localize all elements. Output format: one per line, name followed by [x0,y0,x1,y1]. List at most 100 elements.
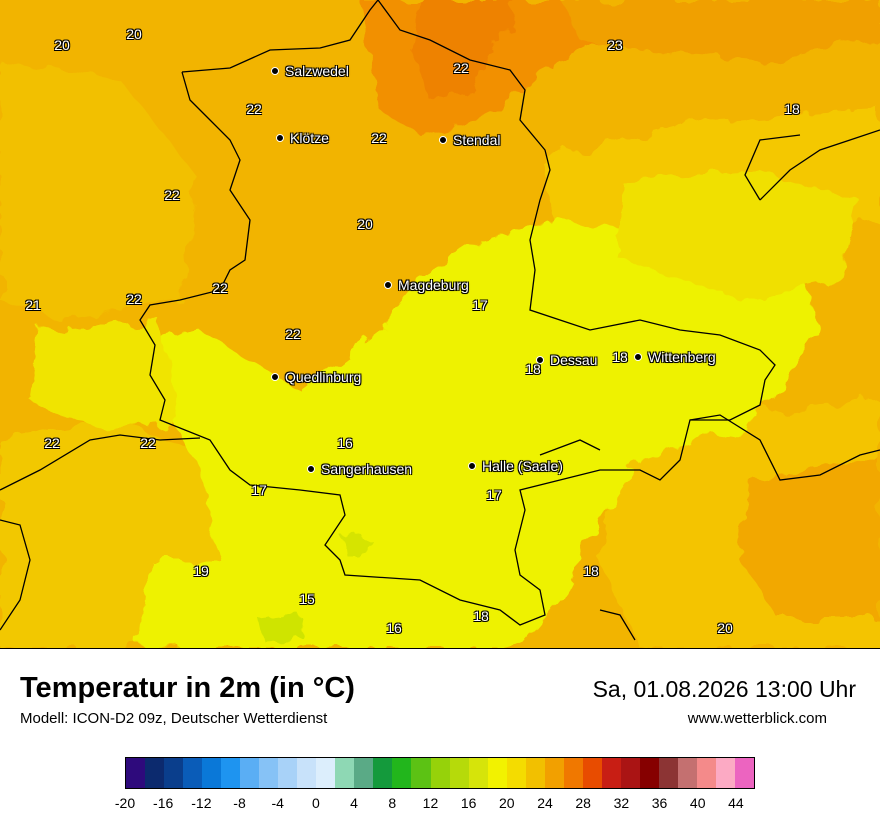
temperature-value: 22 [212,280,228,296]
field-cool-west [30,320,180,430]
legend-swatch [582,758,602,788]
temperature-value: 22 [453,60,469,76]
legend-swatch [735,758,755,788]
temperature-value: 22 [285,326,301,342]
legend-swatch [677,758,697,788]
city-halle: Halle (Saale) [468,458,563,474]
temperature-value: 22 [140,435,156,451]
legend-swatch [449,758,469,788]
legend-tick-label: 20 [499,795,515,811]
temperature-value: 18 [612,349,628,365]
temperature-value: 23 [607,37,623,53]
legend-ticks: -20 -16 -12 -8 -4 0 4 8 12 16 20 24 28 32 36 40 44 [0,795,880,815]
city-label: Quedlinburg [285,369,362,385]
field-west-belt [0,60,200,320]
city-wittenberg: Wittenberg [634,349,716,365]
field-cool-south [140,560,350,648]
border-brandenburg-north [759,129,880,201]
legend-swatch [468,758,488,788]
field-cool-east [620,170,860,300]
city-magdeburg: Magdeburg [384,277,469,293]
legend-swatch [430,758,450,788]
legend-swatch [639,758,659,788]
field-southeast-hot [740,460,880,620]
legend-swatch [696,758,716,788]
city-marker-icon [384,281,392,289]
temperature-value: 17 [472,297,488,313]
city-label: Wittenberg [648,349,716,365]
model-info: Modell: ICON-D2 09z, Deutscher Wetterdie… [20,710,328,727]
border-halle [539,439,601,456]
temperature-value: 18 [583,563,599,579]
city-quedlinburg: Quedlinburg [271,369,361,385]
border-berlin-area [744,134,801,201]
temperature-value: 16 [386,620,402,636]
temperature-value: 15 [299,591,315,607]
city-label: Salzwedel [285,63,349,79]
field-hottest-north [410,0,520,100]
city-sangerhausen: Sangerhausen [307,461,412,477]
legend-tick-label: -16 [153,795,174,811]
temperature-value: 18 [784,101,800,117]
color-scale-legend [125,757,755,789]
city-marker-icon [271,67,279,75]
website-link[interactable]: www.wetterblick.com [687,710,827,727]
temperature-value: 22 [371,130,387,146]
legend-swatch [259,758,279,788]
legend-swatch [145,758,165,788]
city-kloetze: Klötze [276,130,329,146]
city-marker-icon [271,373,279,381]
temperature-value: 20 [357,216,373,232]
legend-tick-label: 44 [728,795,744,811]
city-marker-icon [536,356,544,364]
legend-tick-label: -4 [271,795,284,811]
legend-tick-label: -8 [233,795,246,811]
legend-swatch [487,758,507,788]
field-hot-northeast [560,0,880,60]
city-label: Klötze [290,130,329,146]
temperature-value: 20 [54,37,70,53]
state-border [139,0,776,626]
legend-swatch [240,758,260,788]
border-south [599,609,636,641]
city-label: Sangerhausen [321,461,413,477]
temperature-value: 18 [473,608,489,624]
city-label: Halle (Saale) [482,458,563,474]
temperature-value: 21 [126,291,142,307]
border-west [0,434,201,491]
legend-swatch [221,758,241,788]
city-stendal: Stendal [439,132,500,148]
city-marker-icon [276,134,284,142]
legend-swatch [506,758,526,788]
legend-swatch [525,758,545,788]
city-label: Dessau [550,352,598,368]
city-salzwedel: Salzwedel [271,63,349,79]
border-sachsen [689,414,880,481]
legend-tick-label: -20 [114,795,136,811]
temperature-value: 19 [193,563,209,579]
city-marker-icon [634,353,642,361]
legend-tick-label: 4 [350,795,358,811]
temperature-value: 22 [246,101,262,117]
legend-swatch [202,758,222,788]
temperature-value: 22 [164,187,180,203]
legend-swatch [620,758,640,788]
legend-tick-label: 28 [575,795,591,811]
legend-tick-label: 40 [689,795,706,811]
city-label: Magdeburg [398,277,469,293]
temperature-value: 16 [337,435,353,451]
temperature-value: 17 [486,487,502,503]
legend-swatch [373,758,393,788]
legend-swatch [563,758,583,788]
legend-swatch [316,758,336,788]
legend-swatch [392,758,412,788]
legend-tick-label: -12 [191,795,212,811]
city-label: Stendal [453,132,501,148]
legend-swatch [297,758,317,788]
forecast-datetime: Sa, 01.08.2026 13:00 Uhr [592,676,856,702]
legend-swatch [278,758,298,788]
legend-swatch [658,758,678,788]
city-dessau: Dessau [536,352,597,368]
temperature-value: 22 [126,291,142,307]
field-cool-center [120,220,820,648]
